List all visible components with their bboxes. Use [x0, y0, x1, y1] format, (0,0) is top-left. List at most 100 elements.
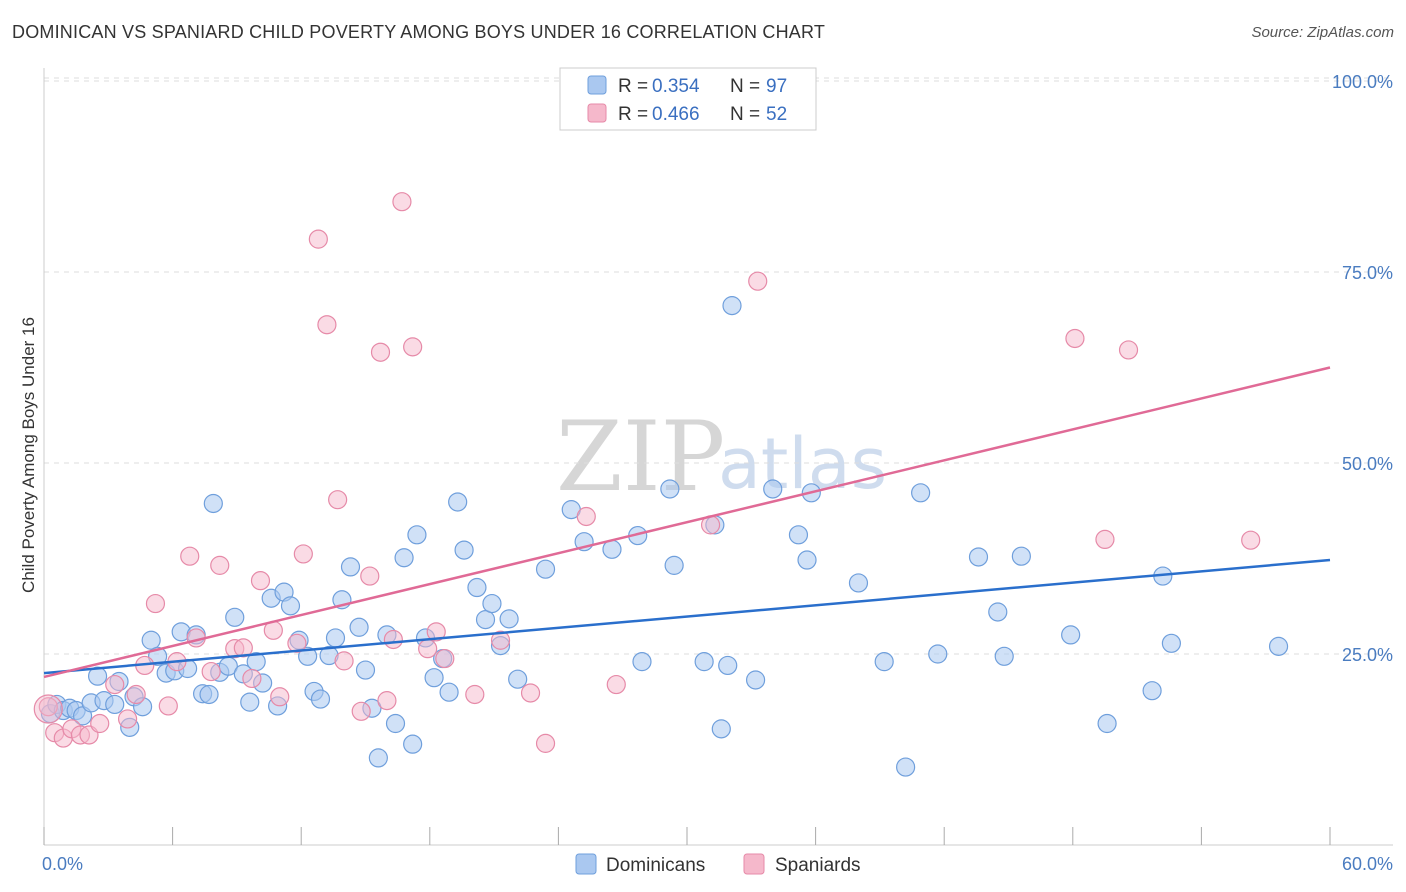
dominicans-point	[928, 644, 948, 664]
spaniards-point	[90, 713, 110, 734]
dominicans-point	[632, 652, 652, 672]
dominicans-point	[718, 655, 738, 676]
x-ticks	[43, 827, 1331, 845]
x-tick-label-max: 60.0%	[1342, 854, 1393, 874]
dominicans-point	[745, 670, 766, 690]
y-tick-labels: 25.0% 50.0% 75.0% 100.0%	[1332, 72, 1393, 665]
spaniards-point	[1118, 340, 1139, 360]
dominicans-point	[368, 748, 388, 768]
dominicans-point	[475, 610, 496, 630]
bottom-legend-dominicans-label: Dominicans	[606, 855, 705, 876]
dominicans-point	[988, 602, 1008, 622]
spaniards-point	[105, 674, 125, 695]
spaniards-point	[1095, 529, 1115, 550]
dominicans-point	[467, 577, 487, 598]
dominicans-point	[141, 630, 161, 650]
spaniards-point	[287, 633, 307, 653]
spaniards-point	[535, 733, 556, 753]
dominicans-point	[968, 547, 989, 567]
dominicans-points	[40, 296, 1289, 777]
spaniards-point	[233, 638, 253, 658]
spaniards-point	[293, 544, 313, 564]
dominicans-point	[298, 646, 318, 666]
spaniards-point	[360, 566, 380, 586]
spaniards-point	[435, 648, 455, 669]
spaniards-point	[1065, 328, 1085, 349]
spaniards-trend-line	[43, 366, 1331, 679]
dominicans-point	[394, 548, 414, 568]
dominicans-point	[848, 573, 869, 593]
x-tick-label-min: 0.0%	[42, 854, 83, 874]
spaniards-point	[180, 546, 200, 566]
spaniards-point	[383, 629, 403, 650]
dominicans-point	[711, 719, 731, 739]
legend-spaniards-r-label: R =	[618, 104, 648, 125]
spaniards-point	[377, 691, 397, 711]
legend-spaniards-r-value: 0.466	[652, 104, 700, 125]
dominicans-point	[448, 492, 468, 512]
spaniards-point	[145, 593, 166, 614]
spaniards-point	[1241, 530, 1261, 550]
spaniards-point	[403, 337, 423, 357]
spaniards-point	[308, 229, 328, 249]
grid-lines	[44, 77, 1393, 655]
dominicans-point	[340, 557, 361, 577]
spaniards-point	[392, 192, 412, 212]
spaniards-point	[748, 271, 768, 291]
dominicans-point	[664, 555, 684, 575]
legend-spaniards-n-label: N =	[730, 104, 760, 125]
dominicans-point	[694, 652, 714, 672]
spaniards-point	[520, 683, 541, 703]
spaniards-point	[490, 630, 511, 650]
legend-dominicans-n-value: 97	[766, 76, 787, 97]
legend-dominicans-r-value: 0.354	[652, 76, 700, 97]
dominicans-point	[874, 652, 894, 672]
y-tick-label-75: 75.0%	[1342, 263, 1393, 283]
dominicans-point	[225, 607, 245, 627]
legend-spaniards-swatch	[587, 103, 607, 123]
spaniards-point	[38, 697, 58, 717]
dominicans-point	[310, 689, 331, 709]
dominicans-point	[203, 493, 223, 514]
dominicans-point	[407, 525, 427, 545]
spaniards-point-cluster	[33, 694, 63, 724]
dominicans-point	[1268, 636, 1289, 656]
spaniards-point	[418, 639, 438, 659]
spaniards-point	[158, 696, 178, 716]
dominicans-point	[1061, 625, 1081, 645]
dominicans-point	[722, 296, 742, 316]
y-tick-label-25: 25.0%	[1342, 645, 1393, 665]
dominicans-point	[439, 682, 459, 702]
spaniards-point	[351, 701, 371, 721]
dominicans-point	[1161, 633, 1181, 653]
spaniards-point	[250, 571, 271, 591]
chart-title: DOMINICAN VS SPANIARD CHILD POVERTY AMON…	[12, 22, 826, 42]
dominicans-point	[105, 694, 125, 715]
spaniards-point	[242, 668, 262, 689]
spaniards-point	[126, 684, 146, 705]
dominicans-point	[403, 734, 423, 754]
bottom-legend-spaniards-label: Spaniards	[775, 855, 861, 876]
watermark-zip: ZIP	[556, 401, 725, 513]
source-label: Source: ZipAtlas.com	[1251, 24, 1394, 41]
trend-lines	[43, 366, 1331, 679]
dominicans-point	[911, 483, 931, 503]
legend-dominicans-swatch	[587, 75, 607, 95]
dominicans-point	[482, 593, 502, 614]
dominicans-point	[385, 713, 406, 734]
legend-dominicans-r-label: R =	[618, 76, 648, 97]
spaniards-point	[201, 661, 221, 682]
spaniards-point	[606, 674, 626, 695]
spaniards-point	[334, 651, 354, 671]
spaniards-point	[576, 506, 596, 527]
dominicans-trend-line	[43, 558, 1331, 675]
spaniards-point	[210, 555, 230, 575]
dominicans-point	[1142, 681, 1162, 701]
dominicans-point	[994, 646, 1014, 666]
spaniards-point	[426, 622, 446, 642]
dominicans-point	[280, 596, 301, 616]
dominicans-point	[763, 479, 783, 499]
dominicans-point	[454, 540, 474, 560]
y-tick-label-100: 100.0%	[1332, 72, 1393, 92]
